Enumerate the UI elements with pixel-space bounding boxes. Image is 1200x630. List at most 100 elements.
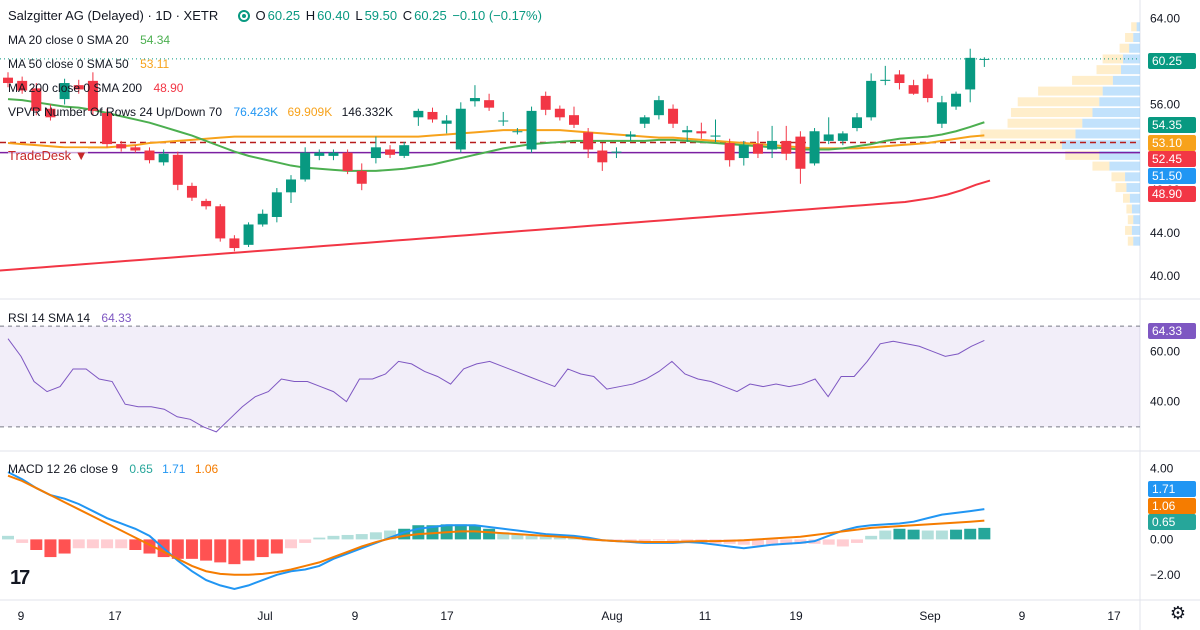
candle-up — [866, 80, 877, 118]
time-axis-tick-label: 17 — [1107, 609, 1121, 623]
candle-down — [3, 77, 13, 84]
macd-legend[interactable]: MACD 12 26 close 9 0.65 1.71 1.06 — [8, 461, 220, 477]
candle-down — [597, 150, 608, 163]
price-label-text: 60.25 — [1152, 54, 1182, 68]
candle-up — [710, 135, 721, 137]
macd-histogram-bar — [270, 539, 283, 554]
macd-histogram-bar — [822, 539, 835, 545]
tradingview-logo[interactable]: 17 — [10, 567, 30, 589]
macd-histogram-bar — [964, 528, 977, 540]
macd-histogram-bar — [129, 539, 142, 550]
macd-histogram-bar — [30, 539, 43, 550]
macd-histogram-bar — [228, 539, 241, 565]
ma20-legend[interactable]: MA 20 close 0 SMA 20 54.34 — [8, 32, 172, 48]
time-axis-tick-label: 9 — [352, 609, 359, 623]
eye-icon[interactable] — [237, 10, 250, 22]
ma50-legend[interactable]: MA 50 close 0 SMA 50 53.11 — [8, 56, 171, 72]
candle-up — [979, 58, 990, 60]
vpvr-up-bar — [1131, 204, 1140, 214]
macd-histogram-bar — [285, 539, 297, 549]
macd-label: MACD 12 26 close 9 — [8, 462, 119, 476]
macd-histogram-bar — [72, 539, 85, 549]
candle-up — [370, 147, 381, 159]
candle-up — [682, 130, 693, 133]
macd-value-badge — [1148, 514, 1196, 530]
vpvr-down: 69.909K — [287, 105, 333, 119]
candle-down — [45, 108, 56, 118]
macd-hist-value: 0.65 — [129, 462, 153, 476]
candle-down — [696, 131, 707, 134]
candle-down — [724, 143, 735, 161]
vpvr-up-bar — [1099, 97, 1140, 107]
vpvr-down-bar — [1065, 150, 1100, 160]
candle-up — [441, 120, 452, 124]
time-axis-tick-label: 9 — [18, 609, 25, 623]
vpvr-up-bar — [1133, 236, 1140, 246]
ma200-line — [0, 179, 991, 272]
vpvr-up-bar — [1136, 22, 1140, 32]
vpvr-label: VPVR Number Of Rows 24 Up/Down 70 — [8, 105, 223, 119]
candle-up — [852, 117, 862, 129]
price-axis-tick-label: 40.00 — [1150, 269, 1180, 283]
price-label-badge — [1148, 151, 1196, 167]
ma20-label: MA 20 close 0 SMA 20 — [8, 33, 129, 47]
macd-histogram-bar — [214, 539, 227, 563]
candle-down — [385, 149, 396, 155]
candle-down — [102, 113, 113, 145]
gear-icon[interactable]: ⚙ — [1169, 603, 1186, 623]
price-axis-tick-label: 44.00 — [1150, 226, 1180, 240]
vpvr-down-bar — [1125, 33, 1134, 43]
macd-line-value: 1.71 — [162, 462, 186, 476]
candle-up — [271, 192, 282, 217]
vpvr-down-bar — [1092, 161, 1110, 171]
chart-title[interactable]: Salzgitter AG (Delayed) · 1D · XETR — [8, 8, 219, 23]
candle-down — [215, 206, 226, 239]
candle-up — [809, 131, 820, 164]
macd-histogram-bar — [539, 536, 552, 540]
vpvr-down-bar — [960, 140, 1062, 150]
candle-up — [257, 213, 268, 225]
time-axis-tick-label: 17 — [440, 609, 454, 623]
ma50-label: MA 50 close 0 SMA 50 — [8, 57, 129, 71]
ma50-line — [7, 129, 985, 150]
vpvr-up-bar — [1109, 161, 1140, 171]
candle-up — [880, 79, 891, 81]
candle-up — [653, 100, 664, 116]
candle-up — [314, 152, 325, 156]
candle-down — [229, 238, 240, 249]
macd-axis-tick-label: −2.00 — [1150, 568, 1181, 582]
ma50-value: 53.11 — [140, 57, 170, 71]
candle-down — [201, 200, 212, 207]
rsi-label: RSI 14 SMA 14 — [8, 311, 91, 325]
tradedesk-label[interactable]: TradeDesk ▼ — [8, 148, 88, 163]
candle-down — [427, 111, 438, 120]
price-label-text: 53.10 — [1152, 136, 1182, 150]
price-label-text: 51.50 — [1152, 169, 1182, 183]
candle-up — [767, 140, 778, 150]
candle-down — [172, 154, 183, 185]
macd-histogram-bar — [2, 535, 14, 540]
rsi-legend[interactable]: RSI 14 SMA 14 64.33 — [8, 310, 133, 326]
candle-up — [951, 93, 962, 107]
macd-signal-line — [7, 474, 985, 576]
macd-histogram-bar — [313, 537, 326, 540]
vpvr-up-bar — [1112, 75, 1140, 85]
vpvr-up-bar — [1133, 215, 1140, 225]
candle-down — [894, 74, 905, 84]
candle-down — [356, 170, 367, 184]
candle-up — [413, 110, 424, 118]
vpvr-legend[interactable]: VPVR Number Of Rows 24 Up/Down 70 76.423… — [8, 104, 395, 120]
ohlc-low: 59.50 — [364, 8, 398, 23]
vpvr-down-bar — [1111, 172, 1126, 182]
candle-up — [936, 102, 947, 124]
price-label-text: 54.35 — [1152, 118, 1182, 132]
candle-up — [158, 153, 169, 163]
rsi-value-badge-text: 64.33 — [1152, 324, 1182, 338]
candle-down — [540, 95, 551, 110]
vpvr-down-bar — [1038, 86, 1103, 96]
ma200-legend[interactable]: MA 200 close 0 SMA 200 48.90 — [8, 80, 185, 96]
vpvr-down-bar — [1131, 22, 1137, 32]
macd-histogram-bar — [101, 539, 114, 549]
macd-value-badge-text: 1.06 — [1152, 499, 1176, 513]
